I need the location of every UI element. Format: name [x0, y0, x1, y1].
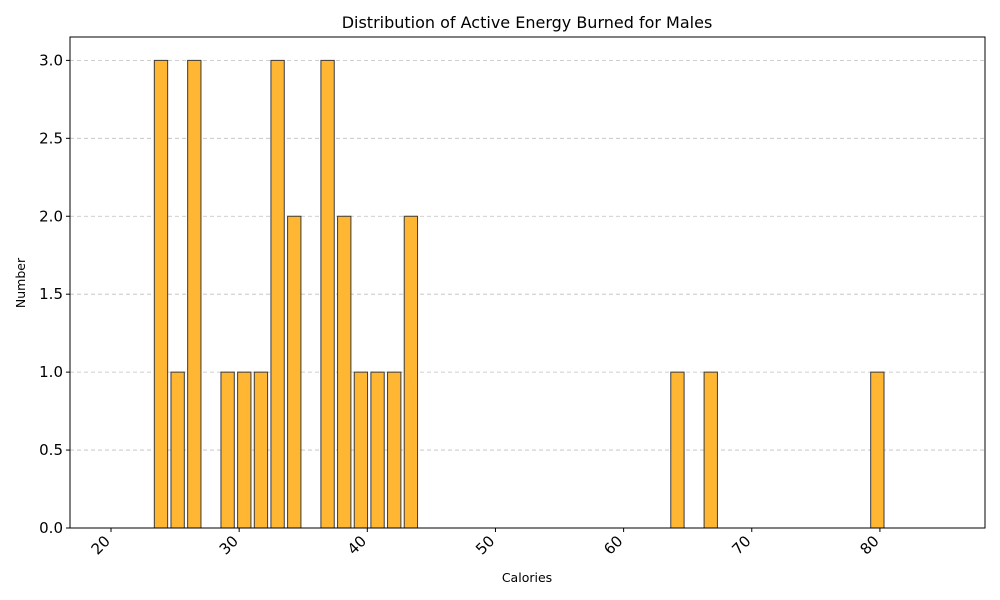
y-axis-label: Number — [13, 257, 28, 308]
x-tick-label: 50 — [472, 532, 498, 558]
histogram-bar — [337, 215, 352, 529]
x-tick-label: 40 — [344, 532, 370, 558]
y-tick-label: 2.0 — [39, 207, 63, 225]
x-tick-label: 20 — [88, 532, 114, 558]
histogram-bar — [353, 371, 369, 529]
x-axis-ticks: 20 30 40 50 60 70 80 — [88, 528, 883, 558]
x-tick-label: 70 — [728, 532, 754, 558]
plot-frame — [69, 36, 986, 529]
y-axis-ticks: 0.0 0.5 1.0 1.5 2.0 2.5 3.0 — [39, 51, 70, 537]
histogram-bar — [220, 371, 235, 529]
histogram-bar — [403, 215, 419, 529]
histogram-bar — [170, 371, 185, 529]
histogram-bar — [387, 371, 402, 529]
histogram-bar — [670, 371, 685, 529]
y-tick-label: 1.5 — [39, 285, 63, 303]
histogram-bar — [320, 59, 335, 529]
histogram-bar — [187, 59, 202, 529]
histogram-bar — [237, 371, 252, 529]
histogram-bar — [370, 371, 385, 529]
histogram-bar — [270, 59, 285, 529]
histogram-bar — [870, 371, 885, 529]
y-gridlines — [70, 59, 985, 529]
x-tick-label: 60 — [600, 532, 626, 558]
y-tick-label: 0.5 — [39, 441, 63, 459]
histogram-bar — [253, 371, 269, 529]
x-axis-label: Calories — [502, 570, 552, 585]
histogram-bar — [703, 371, 718, 529]
x-tick-label: 80 — [857, 532, 883, 558]
chart-title: Distribution of Active Energy Burned for… — [342, 13, 713, 32]
bars — [153, 59, 885, 529]
histogram-bar — [287, 215, 302, 529]
y-tick-label: 3.0 — [39, 51, 63, 69]
x-tick-label: 30 — [216, 532, 242, 558]
y-tick-label: 2.5 — [39, 129, 63, 147]
y-tick-label: 1.0 — [39, 363, 63, 381]
histogram-bar — [153, 59, 169, 529]
y-tick-label: 0.0 — [39, 519, 63, 537]
